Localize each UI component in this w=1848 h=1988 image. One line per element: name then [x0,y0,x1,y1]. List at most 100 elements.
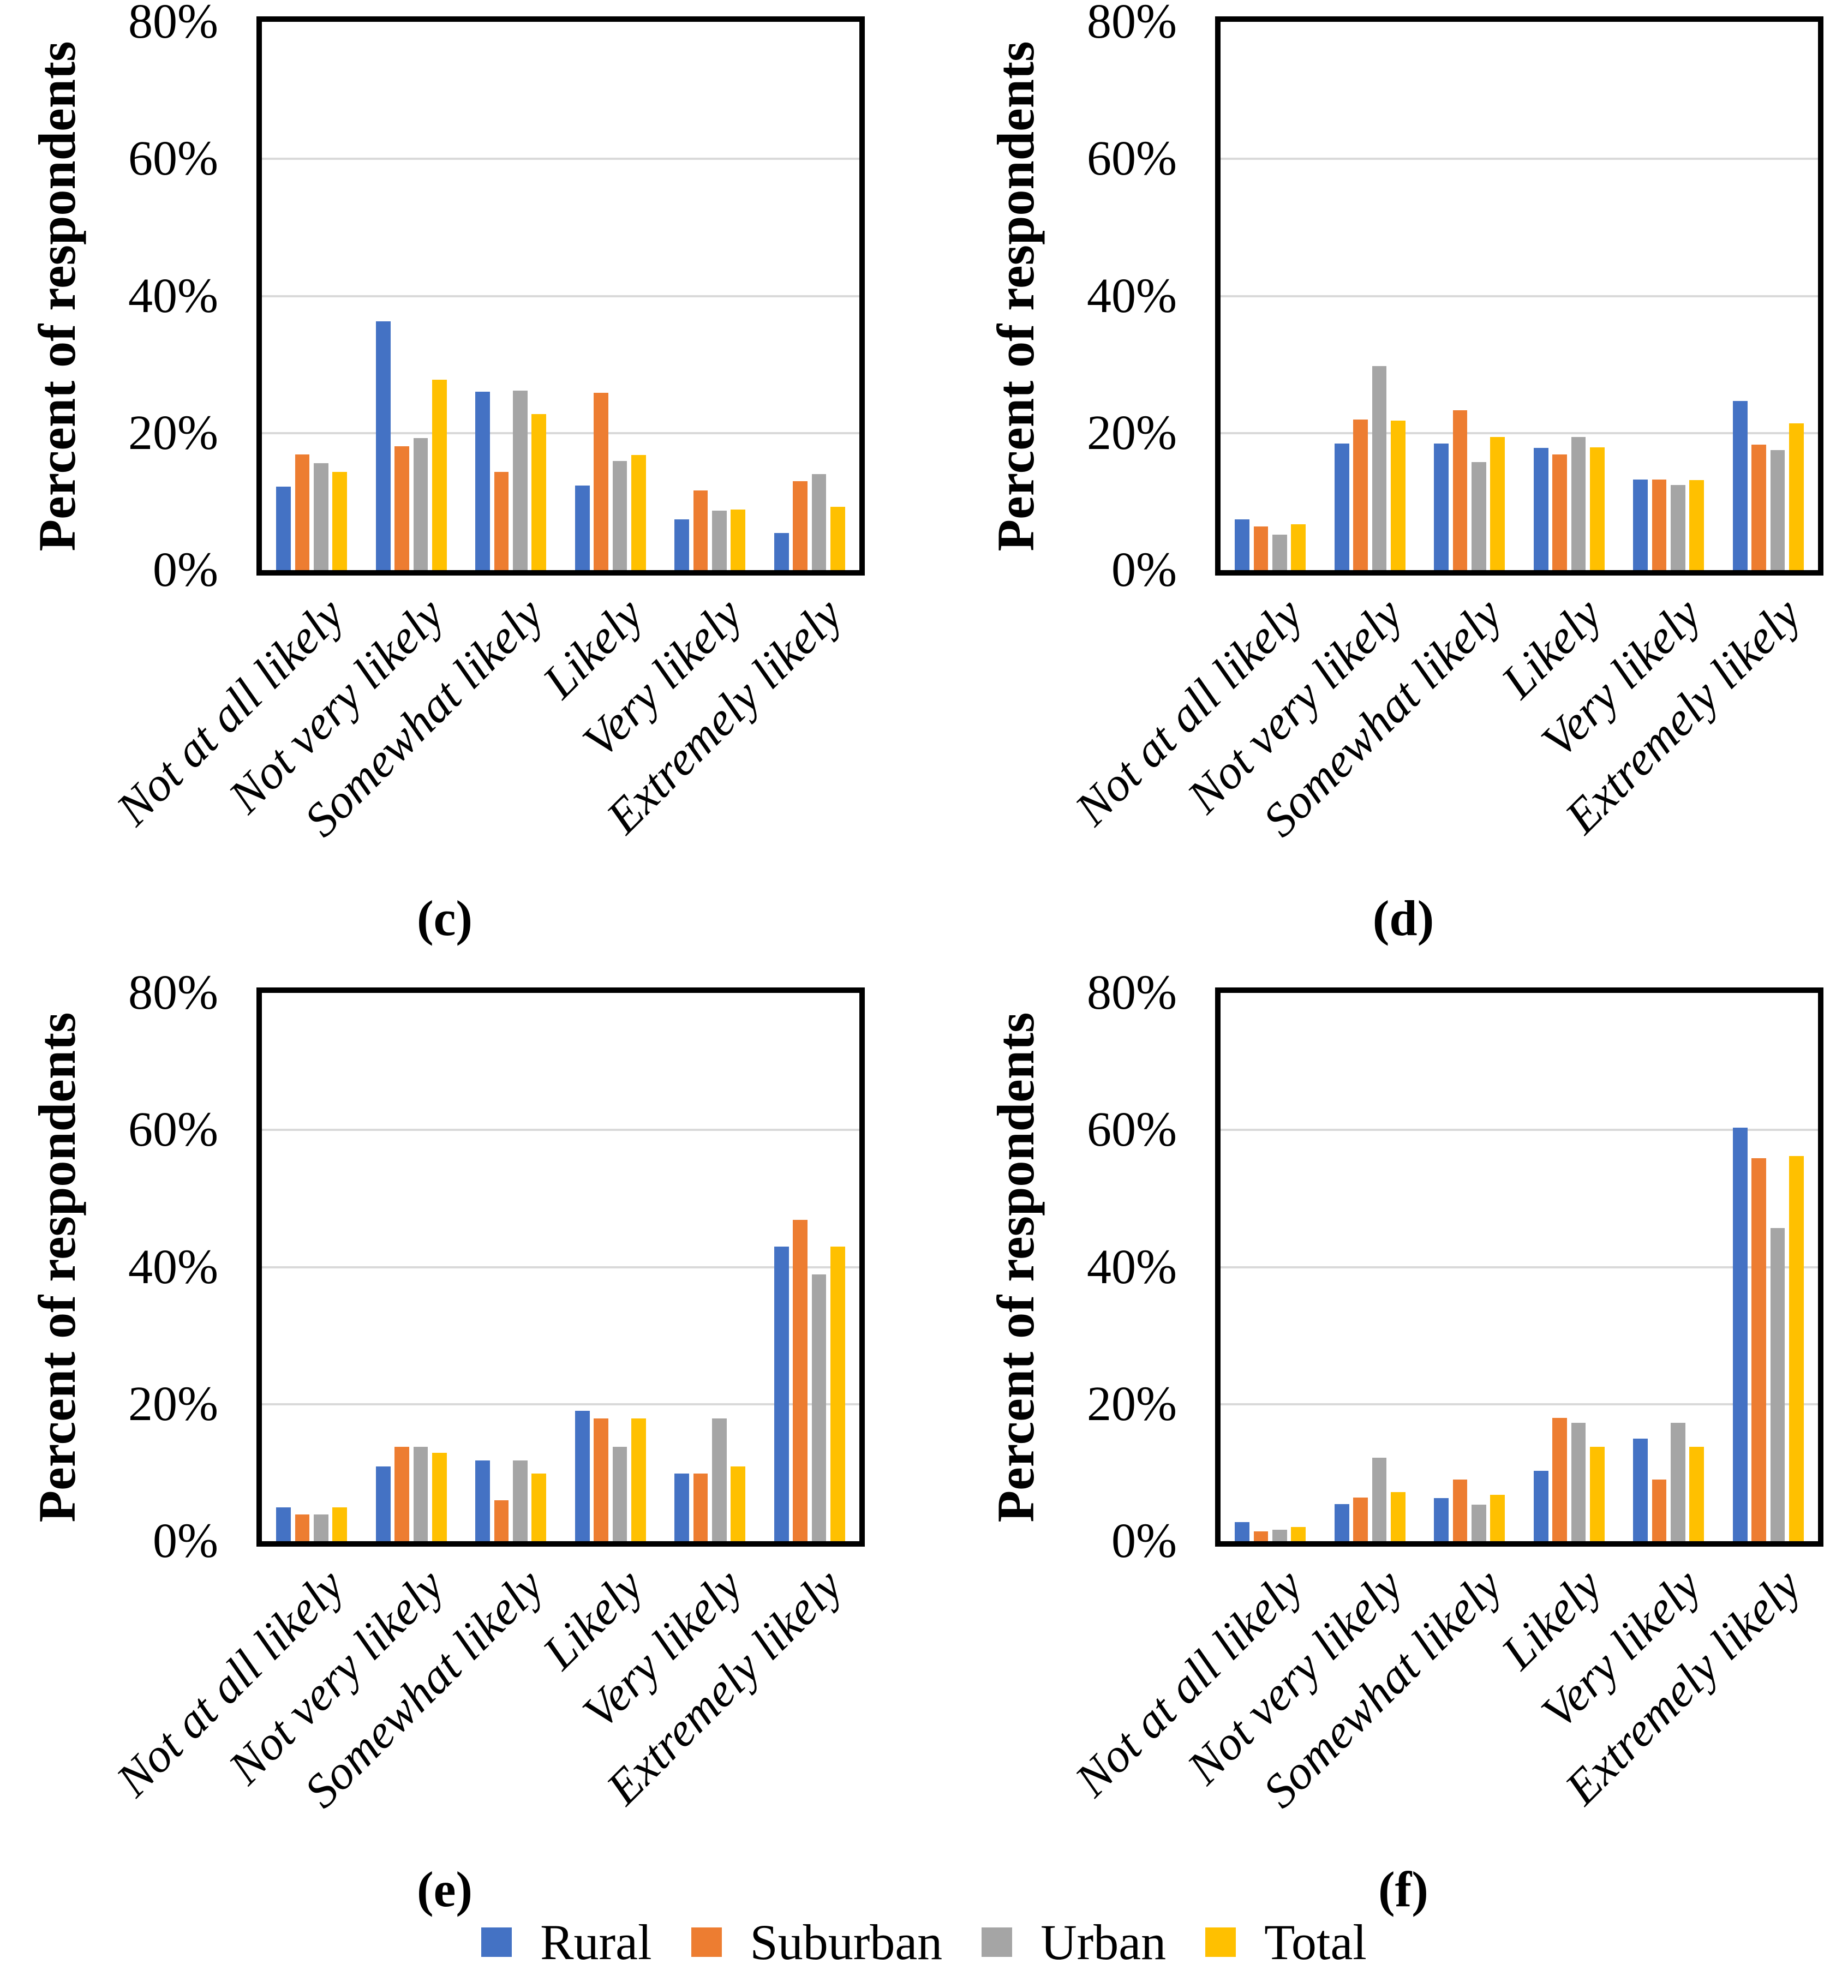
legend-item-rural: Rural [481,1913,652,1971]
bar-suburban [1652,480,1667,570]
bar-suburban [1552,454,1567,570]
bar-rural [475,392,491,570]
plot-area [256,16,865,576]
bar-rural [575,486,590,570]
bar-total [432,379,447,570]
bar-suburban [594,1418,608,1541]
gridline [262,158,859,160]
panel-label: (f) [1378,1861,1428,1917]
bar-suburban [1253,526,1269,570]
bar-suburban [1452,1479,1468,1541]
y-tick-label: 40% [1087,1239,1177,1294]
y-tick-label: 0% [1111,543,1177,597]
legend: Rural Suburban Urban Total [0,1907,1848,1978]
bar-suburban [1751,445,1766,570]
legend-label: Total [1264,1914,1367,1970]
plot-area [1215,987,1823,1547]
gridline [262,432,859,434]
plot-area [256,987,865,1547]
bar-total [1789,1156,1804,1541]
bar-rural [674,1473,690,1541]
y-tick-label: 60% [128,131,218,186]
legend-item-total: Total [1205,1913,1367,1971]
y-tick-label: 40% [1087,268,1177,323]
bar-suburban [1751,1158,1766,1541]
y-tick-label: 40% [128,1239,218,1294]
legend-item-urban: Urban [982,1913,1166,1971]
legend-item-suburban: Suburban [691,1913,943,1971]
y-tick-label: 0% [153,543,218,597]
bar-total [1789,423,1804,570]
y-tick-label: 20% [128,1376,218,1431]
bar-rural [575,1411,590,1541]
legend-label: Urban [1040,1914,1167,1970]
panel-label: (d) [1372,890,1434,946]
bar-rural [276,1507,291,1541]
gridline [1221,1403,1818,1405]
bar-rural [1434,1498,1449,1541]
y-tick-label: 80% [1087,966,1177,1020]
y-tick-label: 20% [128,405,218,460]
bar-rural [1334,443,1349,570]
bar-urban [612,1446,627,1541]
bar-suburban [1552,1417,1567,1541]
bar-total [1490,1494,1505,1541]
bar-total [631,454,646,570]
panel-label: (c) [416,890,473,946]
bar-rural [1732,1128,1748,1541]
gridline [262,1129,859,1131]
bar-total [1490,437,1505,570]
y-tick-label: 20% [1087,405,1177,460]
bar-suburban [394,1446,409,1541]
bar-suburban [394,446,409,570]
y-tick-label: 80% [1087,0,1177,49]
bar-suburban [295,1514,310,1541]
bar-urban [1671,1422,1685,1541]
bar-total [332,1507,348,1541]
bar-total [1390,421,1406,570]
bar-suburban [494,472,509,570]
bar-urban [314,463,328,570]
gridline [1221,432,1818,434]
bar-total [432,1452,447,1541]
y-tick-label: 80% [128,0,218,49]
gridline [1221,158,1818,160]
bar-urban [513,1460,528,1541]
bar-rural [1732,400,1748,570]
bar-urban [1472,462,1486,570]
bar-suburban [1652,1479,1667,1541]
y-tick-label: 20% [1087,1376,1177,1431]
legend-label: Suburban [750,1914,943,1970]
legend-swatch-suburban [691,1927,722,1957]
gridline [262,295,859,297]
bar-total [1589,447,1605,570]
panel-label: (e) [416,1861,473,1917]
bar-total [1390,1492,1406,1541]
bar-total [731,1466,746,1541]
bar-urban [1770,1227,1785,1541]
bar-urban [811,474,827,570]
bar-urban [1770,450,1785,570]
bar-suburban [793,1219,808,1541]
bar-suburban [494,1500,509,1541]
bar-urban [712,1418,727,1541]
bar-rural [1235,1522,1250,1541]
bar-suburban [594,392,608,570]
bar-rural [1235,519,1250,570]
bar-rural [276,486,291,570]
legend-label: Rural [540,1914,652,1970]
y-tick-label: 0% [153,1514,218,1568]
panel-f-chart: Percent of respondents 0% 20% 40% 60% 80% Not … [959,966,1848,1942]
bar-rural [475,1460,491,1541]
gridline [1221,1266,1818,1268]
gridline [1221,1129,1818,1131]
bar-urban [1372,1457,1387,1541]
bar-rural [1533,1470,1548,1541]
panel-e-chart: Percent of respondents 0% 20% 40% 60% 80% Not … [0,966,889,1942]
bar-suburban [1452,410,1468,570]
bar-total [531,1473,547,1541]
bar-total [1291,524,1306,570]
bar-total [830,507,845,570]
legend-swatch-total [1205,1927,1236,1957]
